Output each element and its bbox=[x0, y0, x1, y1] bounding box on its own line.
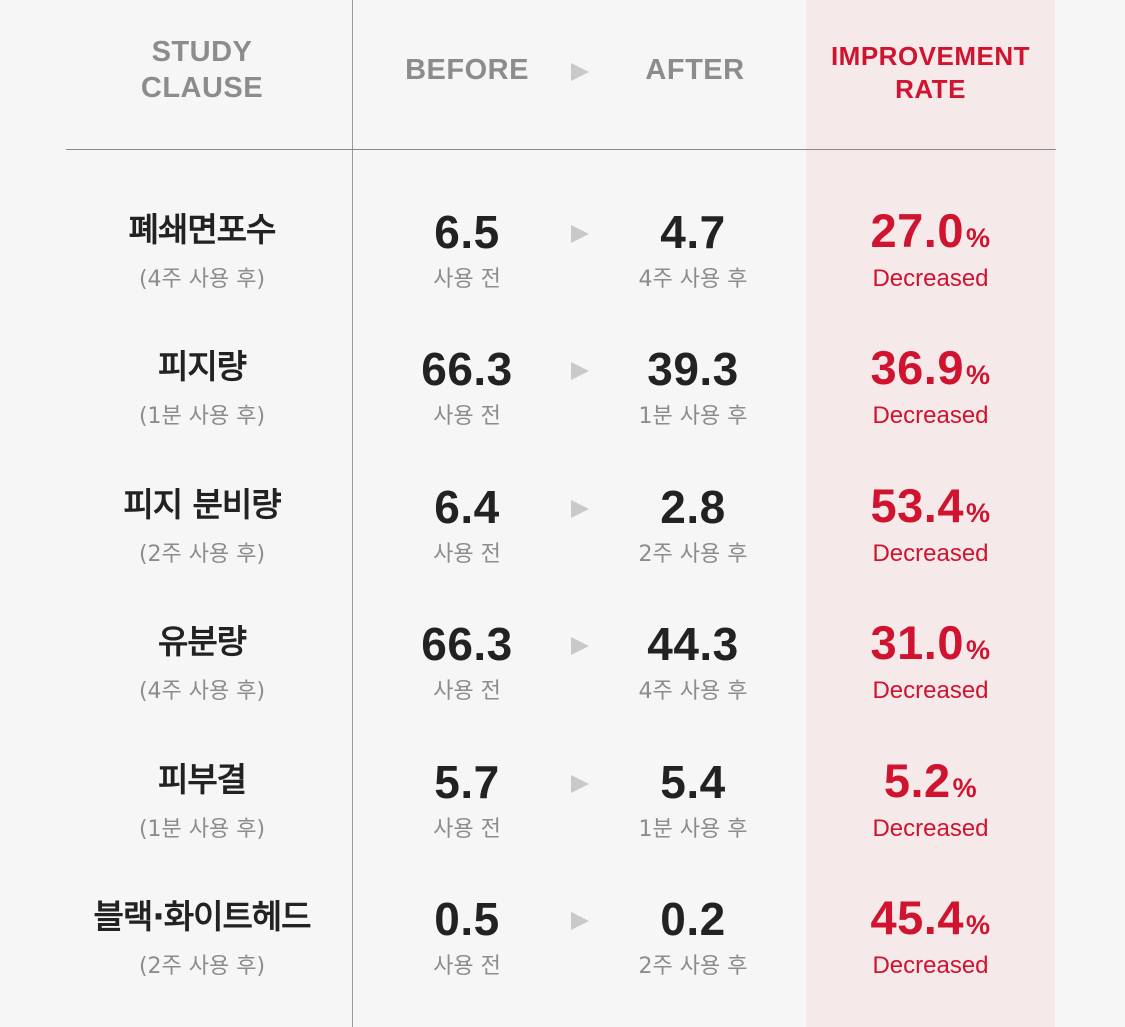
improvement-rate-value: 27.0% bbox=[806, 203, 1055, 258]
rate-direction-label: Decreased bbox=[872, 402, 989, 429]
rate-unit: % bbox=[965, 498, 991, 528]
rate-direction-label: Decreased bbox=[872, 540, 989, 567]
improvement-column-background bbox=[806, 0, 1055, 1027]
before-label: 사용 전 bbox=[433, 404, 501, 429]
clause-period: (4주 사용 후) bbox=[138, 267, 266, 292]
improvement-rate-value: 36.9% bbox=[806, 340, 1055, 395]
rate-direction-label: Decreased bbox=[872, 952, 989, 979]
clause-title: 폐쇄면포수 bbox=[128, 210, 277, 249]
before-label: 사용 전 bbox=[433, 267, 501, 292]
header-after: AFTER bbox=[645, 54, 745, 86]
rate-number: 31.0 bbox=[870, 616, 964, 669]
after-value: 44.3 bbox=[647, 618, 739, 670]
rate-direction-label: Decreased bbox=[872, 815, 989, 842]
arrow-right-icon bbox=[571, 912, 589, 930]
rate-unit: % bbox=[965, 635, 991, 665]
clause-title: 피지 분비량 bbox=[123, 485, 281, 524]
after-value: 39.3 bbox=[647, 343, 739, 395]
before-label: 사용 전 bbox=[433, 679, 501, 704]
rate-number: 45.4 bbox=[870, 891, 964, 944]
after-label: 4주 사용 후 bbox=[638, 679, 748, 704]
arrow-right-icon bbox=[571, 362, 589, 380]
table-row: 블랙·화이트헤드 (2주 사용 후) 0.5 사용 전 0.2 2주 사용 후 45.4% D… bbox=[0, 890, 1125, 1027]
arrow-right-icon bbox=[571, 775, 589, 793]
rate-direction-label: Decreased bbox=[872, 265, 989, 292]
before-value: 6.4 bbox=[434, 481, 500, 533]
header-before: BEFORE bbox=[405, 54, 529, 86]
before-label: 사용 전 bbox=[433, 817, 501, 842]
rate-direction-label: Decreased bbox=[872, 677, 989, 704]
before-value: 66.3 bbox=[421, 618, 513, 670]
clause-period: (2주 사용 후) bbox=[138, 954, 266, 979]
after-label: 2주 사용 후 bbox=[638, 542, 748, 567]
clause-title: 블랙·화이트헤드 bbox=[93, 897, 311, 936]
rate-number: 36.9 bbox=[870, 341, 964, 394]
improvement-rate-value: 53.4% bbox=[806, 478, 1055, 533]
table-row: 피지 분비량 (2주 사용 후) 6.4 사용 전 2.8 2주 사용 후 53.4% Dec… bbox=[0, 478, 1125, 616]
column-divider bbox=[352, 0, 353, 1027]
clause-title: 피지량 bbox=[157, 347, 247, 386]
rate-unit: % bbox=[965, 223, 991, 253]
improvement-rate-value: 45.4% bbox=[806, 890, 1055, 945]
rate-number: 27.0 bbox=[870, 204, 964, 257]
clause-period: (1분 사용 후) bbox=[138, 404, 266, 429]
rate-unit: % bbox=[965, 910, 991, 940]
after-value: 4.7 bbox=[660, 206, 726, 258]
clause-title: 피부결 bbox=[157, 760, 247, 799]
table-row: 폐쇄면포수 (4주 사용 후) 6.5 사용 전 4.7 4주 사용 후 27.0% Decr… bbox=[0, 203, 1125, 341]
arrow-right-icon bbox=[571, 637, 589, 655]
clause-period: (1분 사용 후) bbox=[138, 817, 266, 842]
after-label: 1분 사용 후 bbox=[638, 817, 748, 842]
rate-unit: % bbox=[965, 360, 991, 390]
table-row: 피지량 (1분 사용 후) 66.3 사용 전 39.3 1분 사용 후 36.9% Decr… bbox=[0, 340, 1125, 478]
header-study-clause: STUDY CLAUSE bbox=[100, 34, 304, 106]
before-value: 6.5 bbox=[434, 206, 500, 258]
rate-number: 5.2 bbox=[883, 754, 951, 807]
before-label: 사용 전 bbox=[433, 954, 501, 979]
after-value: 0.2 bbox=[660, 893, 726, 945]
rate-unit: % bbox=[952, 773, 978, 803]
clause-title: 유분량 bbox=[157, 622, 247, 661]
improvement-rate-value: 31.0% bbox=[806, 615, 1055, 670]
header-divider bbox=[66, 149, 1056, 150]
clause-period: (4주 사용 후) bbox=[138, 679, 266, 704]
improvement-rate-value: 5.2% bbox=[806, 753, 1055, 808]
after-label: 2주 사용 후 bbox=[638, 954, 748, 979]
before-value: 5.7 bbox=[434, 756, 500, 808]
arrow-right-icon bbox=[571, 225, 589, 243]
rate-number: 53.4 bbox=[870, 479, 964, 532]
after-value: 2.8 bbox=[660, 481, 726, 533]
header-improvement-rate: IMPROVEMENT RATE bbox=[830, 41, 1031, 104]
after-label: 1분 사용 후 bbox=[638, 404, 748, 429]
table-row: 유분량 (4주 사용 후) 66.3 사용 전 44.3 4주 사용 후 31.0% Decr… bbox=[0, 615, 1125, 753]
before-value: 0.5 bbox=[434, 893, 500, 945]
before-value: 66.3 bbox=[421, 343, 513, 395]
arrow-right-icon bbox=[571, 63, 589, 81]
arrow-right-icon bbox=[571, 500, 589, 518]
after-value: 5.4 bbox=[660, 756, 726, 808]
table-row: 피부결 (1분 사용 후) 5.7 사용 전 5.4 1분 사용 후 5.2% Decreas… bbox=[0, 753, 1125, 891]
header-study-clause-text: STUDY CLAUSE bbox=[140, 36, 264, 104]
clause-period: (2주 사용 후) bbox=[138, 542, 266, 567]
after-label: 4주 사용 후 bbox=[638, 267, 748, 292]
before-label: 사용 전 bbox=[433, 542, 501, 567]
